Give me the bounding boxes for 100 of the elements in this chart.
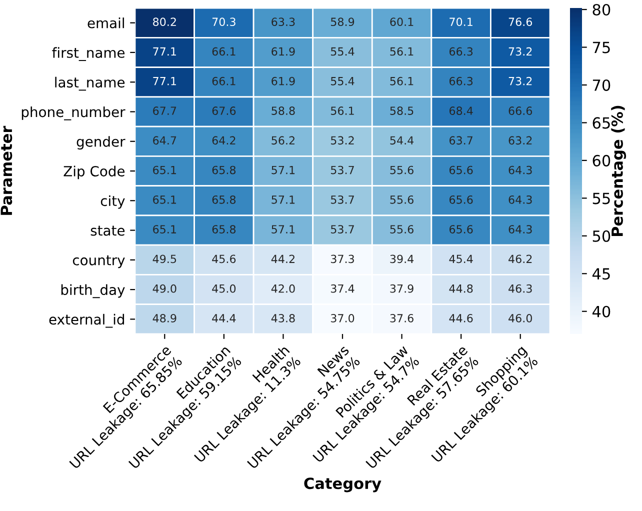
data-label: 55.4 bbox=[330, 77, 354, 86]
y-tick-label: first_name bbox=[52, 47, 125, 62]
y-tick-label: email bbox=[88, 18, 124, 28]
data-label: 64.2 bbox=[212, 136, 236, 145]
y-tick-label: external_id bbox=[49, 314, 124, 328]
y-tick-label: country bbox=[72, 255, 125, 268]
data-label: 54.4 bbox=[390, 136, 414, 145]
data-label: 67.6 bbox=[212, 106, 236, 115]
data-label: 64.3 bbox=[508, 195, 532, 204]
data-label: 66.3 bbox=[449, 76, 473, 86]
data-label: 67.7 bbox=[153, 106, 176, 115]
color-bar-label: 60 bbox=[592, 154, 610, 166]
color-bar-label: 50 bbox=[592, 230, 610, 242]
data-label: 65.6 bbox=[449, 225, 473, 234]
data-label: 37.4 bbox=[330, 284, 354, 293]
data-label: 73.2 bbox=[508, 76, 532, 86]
y-tick-label: city bbox=[100, 195, 125, 209]
data-label: 53.7 bbox=[330, 225, 354, 234]
y-tick-label: Zip Code bbox=[64, 166, 125, 180]
y-tick-label: birth_day bbox=[61, 284, 125, 298]
data-label: 73.2 bbox=[508, 47, 532, 56]
data-label: 37.6 bbox=[390, 314, 414, 322]
data-label: 49.0 bbox=[152, 284, 176, 293]
data-label: 76.6 bbox=[508, 18, 532, 26]
data-label: 46.0 bbox=[508, 314, 532, 322]
y-tick-label: last_name bbox=[55, 76, 125, 91]
x-axis-title: Category bbox=[304, 478, 382, 492]
data-label: 56.2 bbox=[272, 136, 294, 145]
data-label: 70.3 bbox=[212, 18, 236, 26]
data-label: 65.6 bbox=[449, 195, 473, 204]
data-label: 58.8 bbox=[272, 106, 295, 115]
data-label: 64.7 bbox=[153, 136, 176, 145]
data-label: 57.1 bbox=[272, 196, 295, 204]
data-label: 43.8 bbox=[271, 314, 295, 322]
data-label: 44.6 bbox=[449, 314, 473, 322]
color-bar-label: 55 bbox=[592, 192, 610, 204]
data-label: 65.1 bbox=[153, 166, 176, 174]
data-label: 61.9 bbox=[272, 76, 295, 86]
data-label: 55.4 bbox=[330, 47, 354, 56]
data-label: 56.1 bbox=[330, 106, 354, 115]
data-label: 68.4 bbox=[449, 106, 473, 115]
data-label: 44.2 bbox=[271, 254, 294, 263]
data-label: 56.1 bbox=[390, 47, 414, 56]
data-label: 66.6 bbox=[508, 106, 532, 115]
data-label: 65.1 bbox=[153, 195, 176, 204]
data-label: 45.6 bbox=[212, 254, 236, 264]
color-bar-label: 65 bbox=[592, 117, 610, 129]
color-bar-label: 80 bbox=[592, 4, 610, 16]
data-label: 53.7 bbox=[330, 195, 354, 204]
data-label: 57.1 bbox=[272, 225, 295, 234]
color-bar-label: 75 bbox=[592, 42, 610, 54]
data-label: 66.3 bbox=[449, 47, 473, 56]
data-label: 48.9 bbox=[152, 314, 176, 322]
data-label: 37.9 bbox=[390, 284, 414, 293]
data-label: 61.9 bbox=[272, 47, 295, 56]
data-label: 44.4 bbox=[212, 314, 236, 322]
data-label: 60.1 bbox=[390, 18, 414, 26]
data-label: 65.8 bbox=[212, 225, 236, 234]
y-tick-label: phone_number bbox=[22, 106, 126, 120]
data-label: 65.8 bbox=[212, 195, 236, 204]
y-tick-label: gender bbox=[76, 136, 126, 150]
data-label: 70.1 bbox=[450, 18, 472, 26]
data-label: 55.6 bbox=[390, 166, 414, 174]
data-label: 65.6 bbox=[449, 166, 473, 174]
data-label: 46.2 bbox=[508, 254, 532, 264]
y-tick-label: state bbox=[90, 226, 125, 236]
data-label: 56.1 bbox=[390, 76, 414, 86]
data-label: 55.6 bbox=[390, 195, 414, 204]
data-label: 66.1 bbox=[212, 76, 236, 86]
data-label: 65.1 bbox=[153, 225, 176, 234]
data-label: 58.5 bbox=[390, 106, 414, 115]
data-label: 53.2 bbox=[330, 136, 354, 145]
data-label: 57.1 bbox=[272, 166, 295, 174]
data-label: 58.9 bbox=[330, 18, 354, 26]
data-label: 39.4 bbox=[390, 254, 414, 264]
data-label: 63.3 bbox=[272, 18, 295, 26]
color-bar-label: 70 bbox=[592, 79, 610, 91]
color-bar-title: Percentage (%) bbox=[611, 106, 626, 236]
data-label: 46.3 bbox=[508, 284, 532, 293]
data-label: 64.3 bbox=[508, 166, 532, 174]
data-label: 63.7 bbox=[449, 136, 472, 145]
data-label: 49.5 bbox=[152, 254, 176, 264]
data-label: 77.1 bbox=[153, 47, 176, 56]
data-label: 63.2 bbox=[508, 136, 532, 145]
color-bar-label: 45 bbox=[592, 268, 610, 280]
data-label: 44.8 bbox=[449, 284, 473, 293]
data-label: 45.0 bbox=[212, 284, 236, 293]
y-axis-title: Parameter bbox=[0, 126, 12, 215]
data-label: 37.3 bbox=[330, 254, 354, 264]
data-label: 66.1 bbox=[212, 47, 236, 56]
data-label: 37.0 bbox=[330, 314, 354, 322]
data-label: 55.6 bbox=[390, 225, 414, 234]
data-label: 64.3 bbox=[508, 225, 532, 234]
data-label: 80.2 bbox=[153, 18, 176, 26]
data-label: 53.7 bbox=[330, 166, 354, 174]
data-label: 42.0 bbox=[271, 284, 295, 293]
data-label: 45.4 bbox=[449, 254, 473, 264]
color-bar-label: 40 bbox=[592, 306, 610, 318]
data-label: 77.1 bbox=[153, 77, 176, 86]
data-label: 65.8 bbox=[212, 166, 236, 174]
